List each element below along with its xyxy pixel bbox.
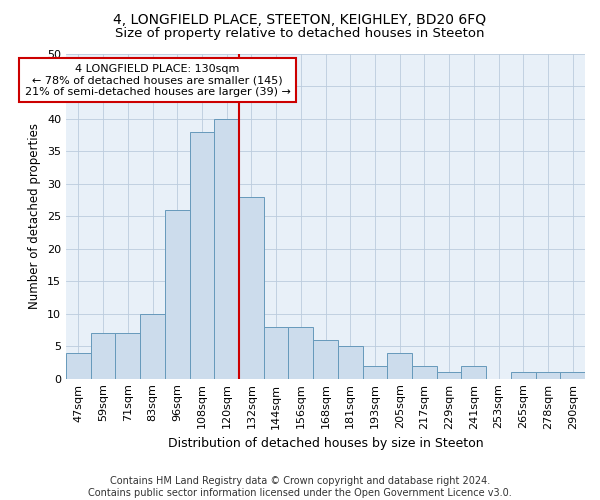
Bar	[313, 340, 338, 378]
Bar	[461, 366, 486, 378]
X-axis label: Distribution of detached houses by size in Steeton: Distribution of detached houses by size …	[167, 437, 484, 450]
Bar	[190, 132, 214, 378]
Bar	[91, 333, 115, 378]
Bar	[115, 333, 140, 378]
Text: Contains HM Land Registry data © Crown copyright and database right 2024.
Contai: Contains HM Land Registry data © Crown c…	[88, 476, 512, 498]
Bar	[289, 326, 313, 378]
Text: 4 LONGFIELD PLACE: 130sqm
← 78% of detached houses are smaller (145)
21% of semi: 4 LONGFIELD PLACE: 130sqm ← 78% of detac…	[25, 64, 290, 97]
Y-axis label: Number of detached properties: Number of detached properties	[28, 124, 41, 310]
Text: 4, LONGFIELD PLACE, STEETON, KEIGHLEY, BD20 6FQ: 4, LONGFIELD PLACE, STEETON, KEIGHLEY, B…	[113, 12, 487, 26]
Bar	[536, 372, 560, 378]
Bar	[387, 352, 412, 378]
Bar	[239, 197, 264, 378]
Bar	[66, 352, 91, 378]
Text: Size of property relative to detached houses in Steeton: Size of property relative to detached ho…	[115, 28, 485, 40]
Bar	[264, 326, 289, 378]
Bar	[140, 314, 165, 378]
Bar	[412, 366, 437, 378]
Bar	[437, 372, 461, 378]
Bar	[560, 372, 585, 378]
Bar	[165, 210, 190, 378]
Bar	[338, 346, 362, 378]
Bar	[362, 366, 387, 378]
Bar	[214, 119, 239, 378]
Bar	[511, 372, 536, 378]
